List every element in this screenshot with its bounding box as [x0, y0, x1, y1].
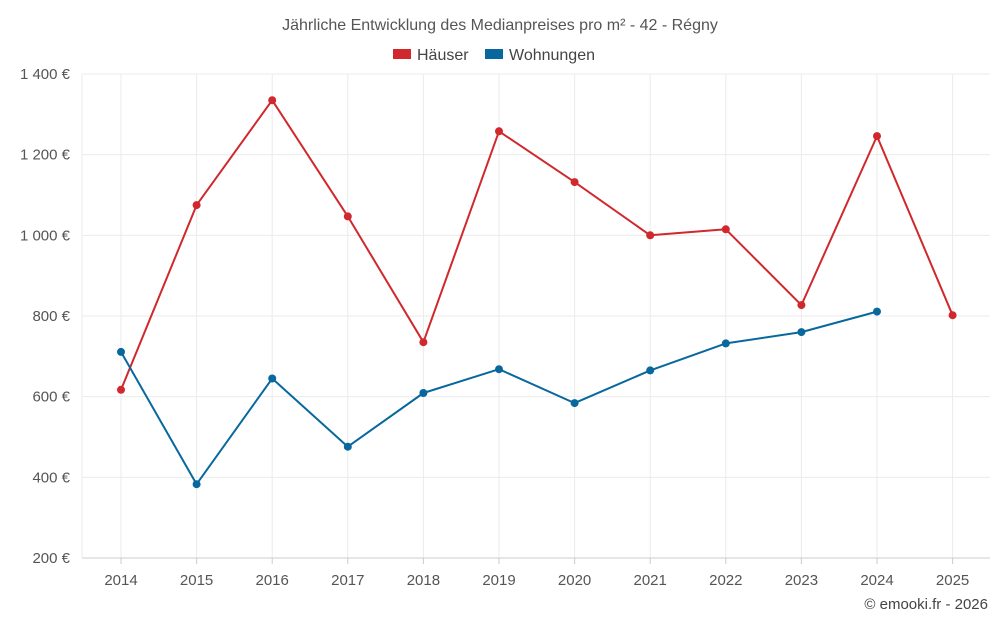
x-tick-label: 2015	[180, 572, 213, 589]
chart-title: Jährliche Entwicklung des Medianpreises …	[282, 17, 718, 34]
x-tick-label: 2014	[104, 572, 137, 589]
y-tick-label: 1 400 €	[20, 66, 71, 83]
legend-item-haeuser[interactable]: Häuser	[393, 47, 469, 64]
x-tick-label: 2016	[256, 572, 289, 589]
data-point[interactable]	[343, 212, 352, 221]
x-tick-label: 2022	[709, 572, 742, 589]
x-tick-label: 2025	[936, 572, 969, 589]
data-point[interactable]	[873, 307, 881, 316]
legend-swatch-haeuser	[393, 49, 411, 59]
data-point[interactable]	[192, 480, 201, 489]
data-point[interactable]	[268, 96, 277, 105]
y-tick-label: 1 000 €	[20, 227, 71, 244]
data-point[interactable]	[721, 225, 730, 234]
series-haeuser	[117, 96, 957, 394]
x-tick-label: 2020	[558, 572, 591, 589]
data-point[interactable]	[419, 338, 428, 347]
y-tick-label: 400 €	[32, 469, 70, 486]
x-tick-label: 2021	[634, 572, 667, 589]
x-tick-label: 2023	[785, 572, 818, 589]
data-point[interactable]	[797, 301, 806, 310]
data-point[interactable]	[117, 347, 125, 356]
y-tick-label: 200 €	[32, 550, 70, 567]
y-tick-label: 600 €	[32, 389, 70, 406]
legend-label-wohnungen: Wohnungen	[509, 47, 595, 64]
data-point[interactable]	[117, 385, 125, 394]
data-point[interactable]	[495, 365, 503, 374]
data-point[interactable]	[192, 201, 201, 210]
legend-item-wohnungen[interactable]: Wohnungen	[485, 47, 595, 64]
y-tick-label: 1 200 €	[20, 147, 71, 164]
data-point[interactable]	[873, 132, 881, 141]
data-point[interactable]	[646, 366, 655, 375]
data-point[interactable]	[797, 328, 806, 337]
data-point[interactable]	[495, 127, 503, 136]
data-point[interactable]	[570, 399, 579, 408]
x-tick-label: 2018	[407, 572, 440, 589]
series-line	[120, 99, 954, 391]
data-point[interactable]	[343, 442, 352, 451]
data-point[interactable]	[721, 339, 730, 348]
credit-text: © emooki.fr - 2026	[864, 596, 988, 613]
axes: 200 € 400 € 600 € 800 € 1 000 € 1 200 € 1 400 …	[20, 66, 990, 589]
x-tick-label: 2019	[482, 572, 515, 589]
x-tick-label: 2017	[331, 572, 364, 589]
data-point[interactable]	[646, 231, 655, 240]
series	[117, 96, 957, 489]
legend-label-haeuser: Häuser	[417, 47, 469, 64]
legend: Häuser Wohnungen	[393, 47, 595, 64]
data-point[interactable]	[419, 389, 428, 397]
legend-swatch-wohnungen	[485, 49, 503, 59]
x-tick-label: 2024	[860, 572, 893, 589]
y-tick-label: 800 €	[32, 308, 70, 325]
series-wohnungen	[117, 307, 881, 489]
data-point[interactable]	[948, 311, 957, 320]
data-point[interactable]	[570, 178, 579, 187]
grid	[82, 73, 990, 558]
data-point[interactable]	[268, 374, 277, 383]
